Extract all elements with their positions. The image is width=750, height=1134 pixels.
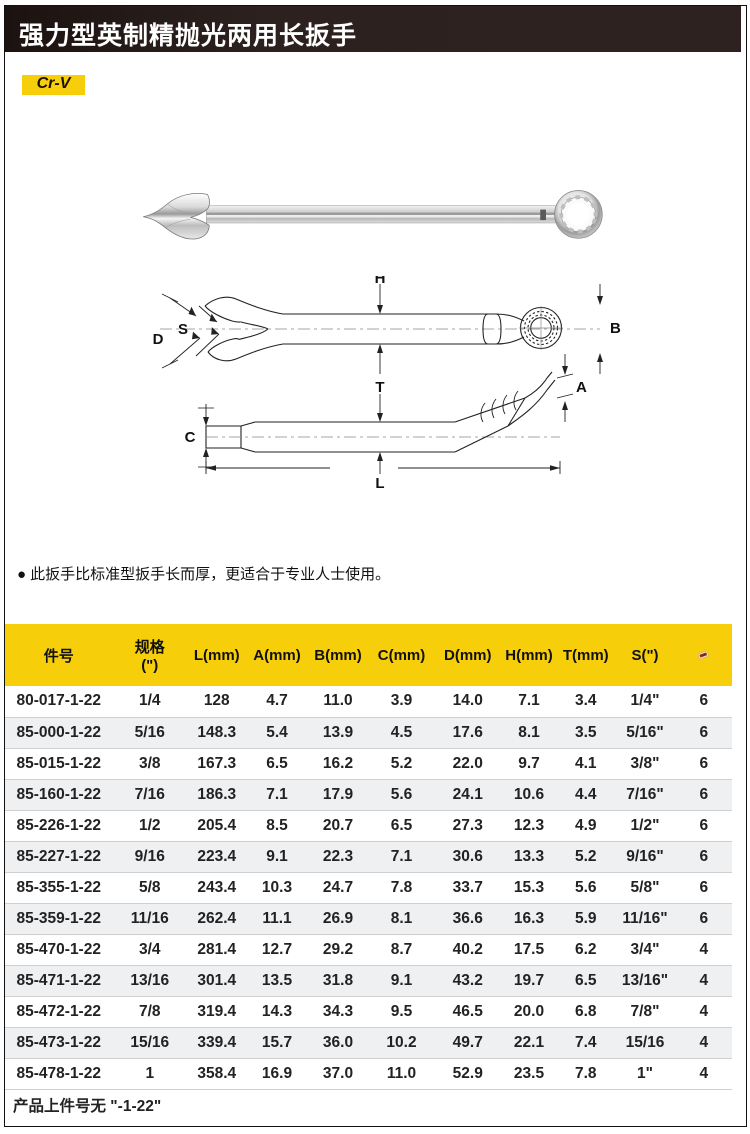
- svg-text:B: B: [610, 320, 621, 337]
- svg-text:L: L: [375, 475, 384, 492]
- svg-text:A: A: [576, 379, 587, 396]
- svg-text:D: D: [153, 331, 164, 348]
- svg-text:C: C: [185, 429, 196, 446]
- svg-text:T: T: [375, 379, 384, 396]
- svg-text:S: S: [178, 321, 188, 338]
- svg-text:H: H: [375, 276, 386, 287]
